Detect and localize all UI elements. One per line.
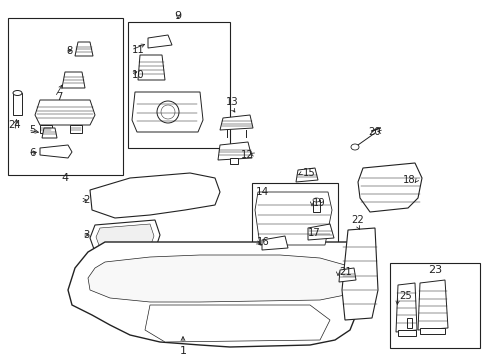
- Text: 11: 11: [132, 45, 144, 55]
- Polygon shape: [341, 228, 377, 320]
- Text: 12: 12: [241, 150, 253, 160]
- Text: 20: 20: [367, 127, 380, 137]
- Text: 25: 25: [398, 291, 411, 301]
- Polygon shape: [148, 35, 172, 48]
- Bar: [128, 22, 229, 148]
- Bar: [70, 125, 82, 133]
- Polygon shape: [218, 142, 251, 160]
- Polygon shape: [132, 92, 203, 132]
- Text: 17: 17: [307, 228, 320, 238]
- Ellipse shape: [13, 90, 22, 95]
- Text: 16: 16: [257, 237, 269, 247]
- Polygon shape: [417, 280, 447, 330]
- Polygon shape: [338, 268, 355, 282]
- Text: 6: 6: [29, 148, 35, 158]
- Bar: [251, 183, 337, 255]
- Polygon shape: [88, 255, 349, 302]
- Text: 15: 15: [303, 168, 315, 178]
- Text: 23: 23: [427, 265, 441, 275]
- Text: 5: 5: [29, 125, 35, 135]
- Polygon shape: [395, 283, 416, 332]
- Bar: [8, 18, 123, 175]
- Bar: [229, 158, 238, 164]
- Polygon shape: [145, 305, 329, 342]
- Text: 10: 10: [132, 70, 144, 80]
- Ellipse shape: [161, 105, 175, 119]
- Text: 14: 14: [256, 187, 269, 197]
- Ellipse shape: [350, 144, 358, 150]
- Bar: [419, 328, 444, 334]
- Text: 1: 1: [179, 346, 186, 356]
- Ellipse shape: [157, 101, 179, 123]
- Polygon shape: [138, 55, 164, 80]
- Polygon shape: [40, 145, 72, 158]
- Bar: [13, 93, 22, 115]
- Bar: [40, 125, 52, 133]
- Text: 24: 24: [9, 120, 21, 130]
- Bar: [389, 263, 479, 348]
- Polygon shape: [62, 72, 85, 88]
- Text: 9: 9: [174, 11, 181, 21]
- Text: 3: 3: [83, 230, 89, 240]
- Polygon shape: [262, 236, 287, 250]
- Text: 13: 13: [225, 97, 238, 107]
- Polygon shape: [42, 128, 57, 138]
- Text: 4: 4: [61, 173, 68, 183]
- Text: 22: 22: [351, 215, 364, 225]
- Polygon shape: [68, 242, 359, 347]
- Polygon shape: [357, 163, 421, 212]
- Polygon shape: [295, 168, 317, 182]
- Text: 21: 21: [338, 267, 351, 277]
- Text: 2: 2: [83, 195, 89, 205]
- Polygon shape: [90, 173, 220, 218]
- Polygon shape: [75, 42, 93, 56]
- Bar: [406, 318, 411, 328]
- Polygon shape: [307, 224, 333, 240]
- Bar: [312, 200, 319, 212]
- Polygon shape: [96, 224, 154, 248]
- Polygon shape: [35, 100, 95, 125]
- Polygon shape: [90, 220, 160, 252]
- Polygon shape: [254, 192, 331, 245]
- Text: 7: 7: [56, 92, 62, 102]
- Bar: [397, 330, 415, 336]
- Text: 8: 8: [66, 46, 72, 56]
- Text: 19: 19: [312, 198, 325, 208]
- Polygon shape: [220, 115, 252, 130]
- Ellipse shape: [312, 198, 319, 202]
- Text: 18: 18: [403, 175, 415, 185]
